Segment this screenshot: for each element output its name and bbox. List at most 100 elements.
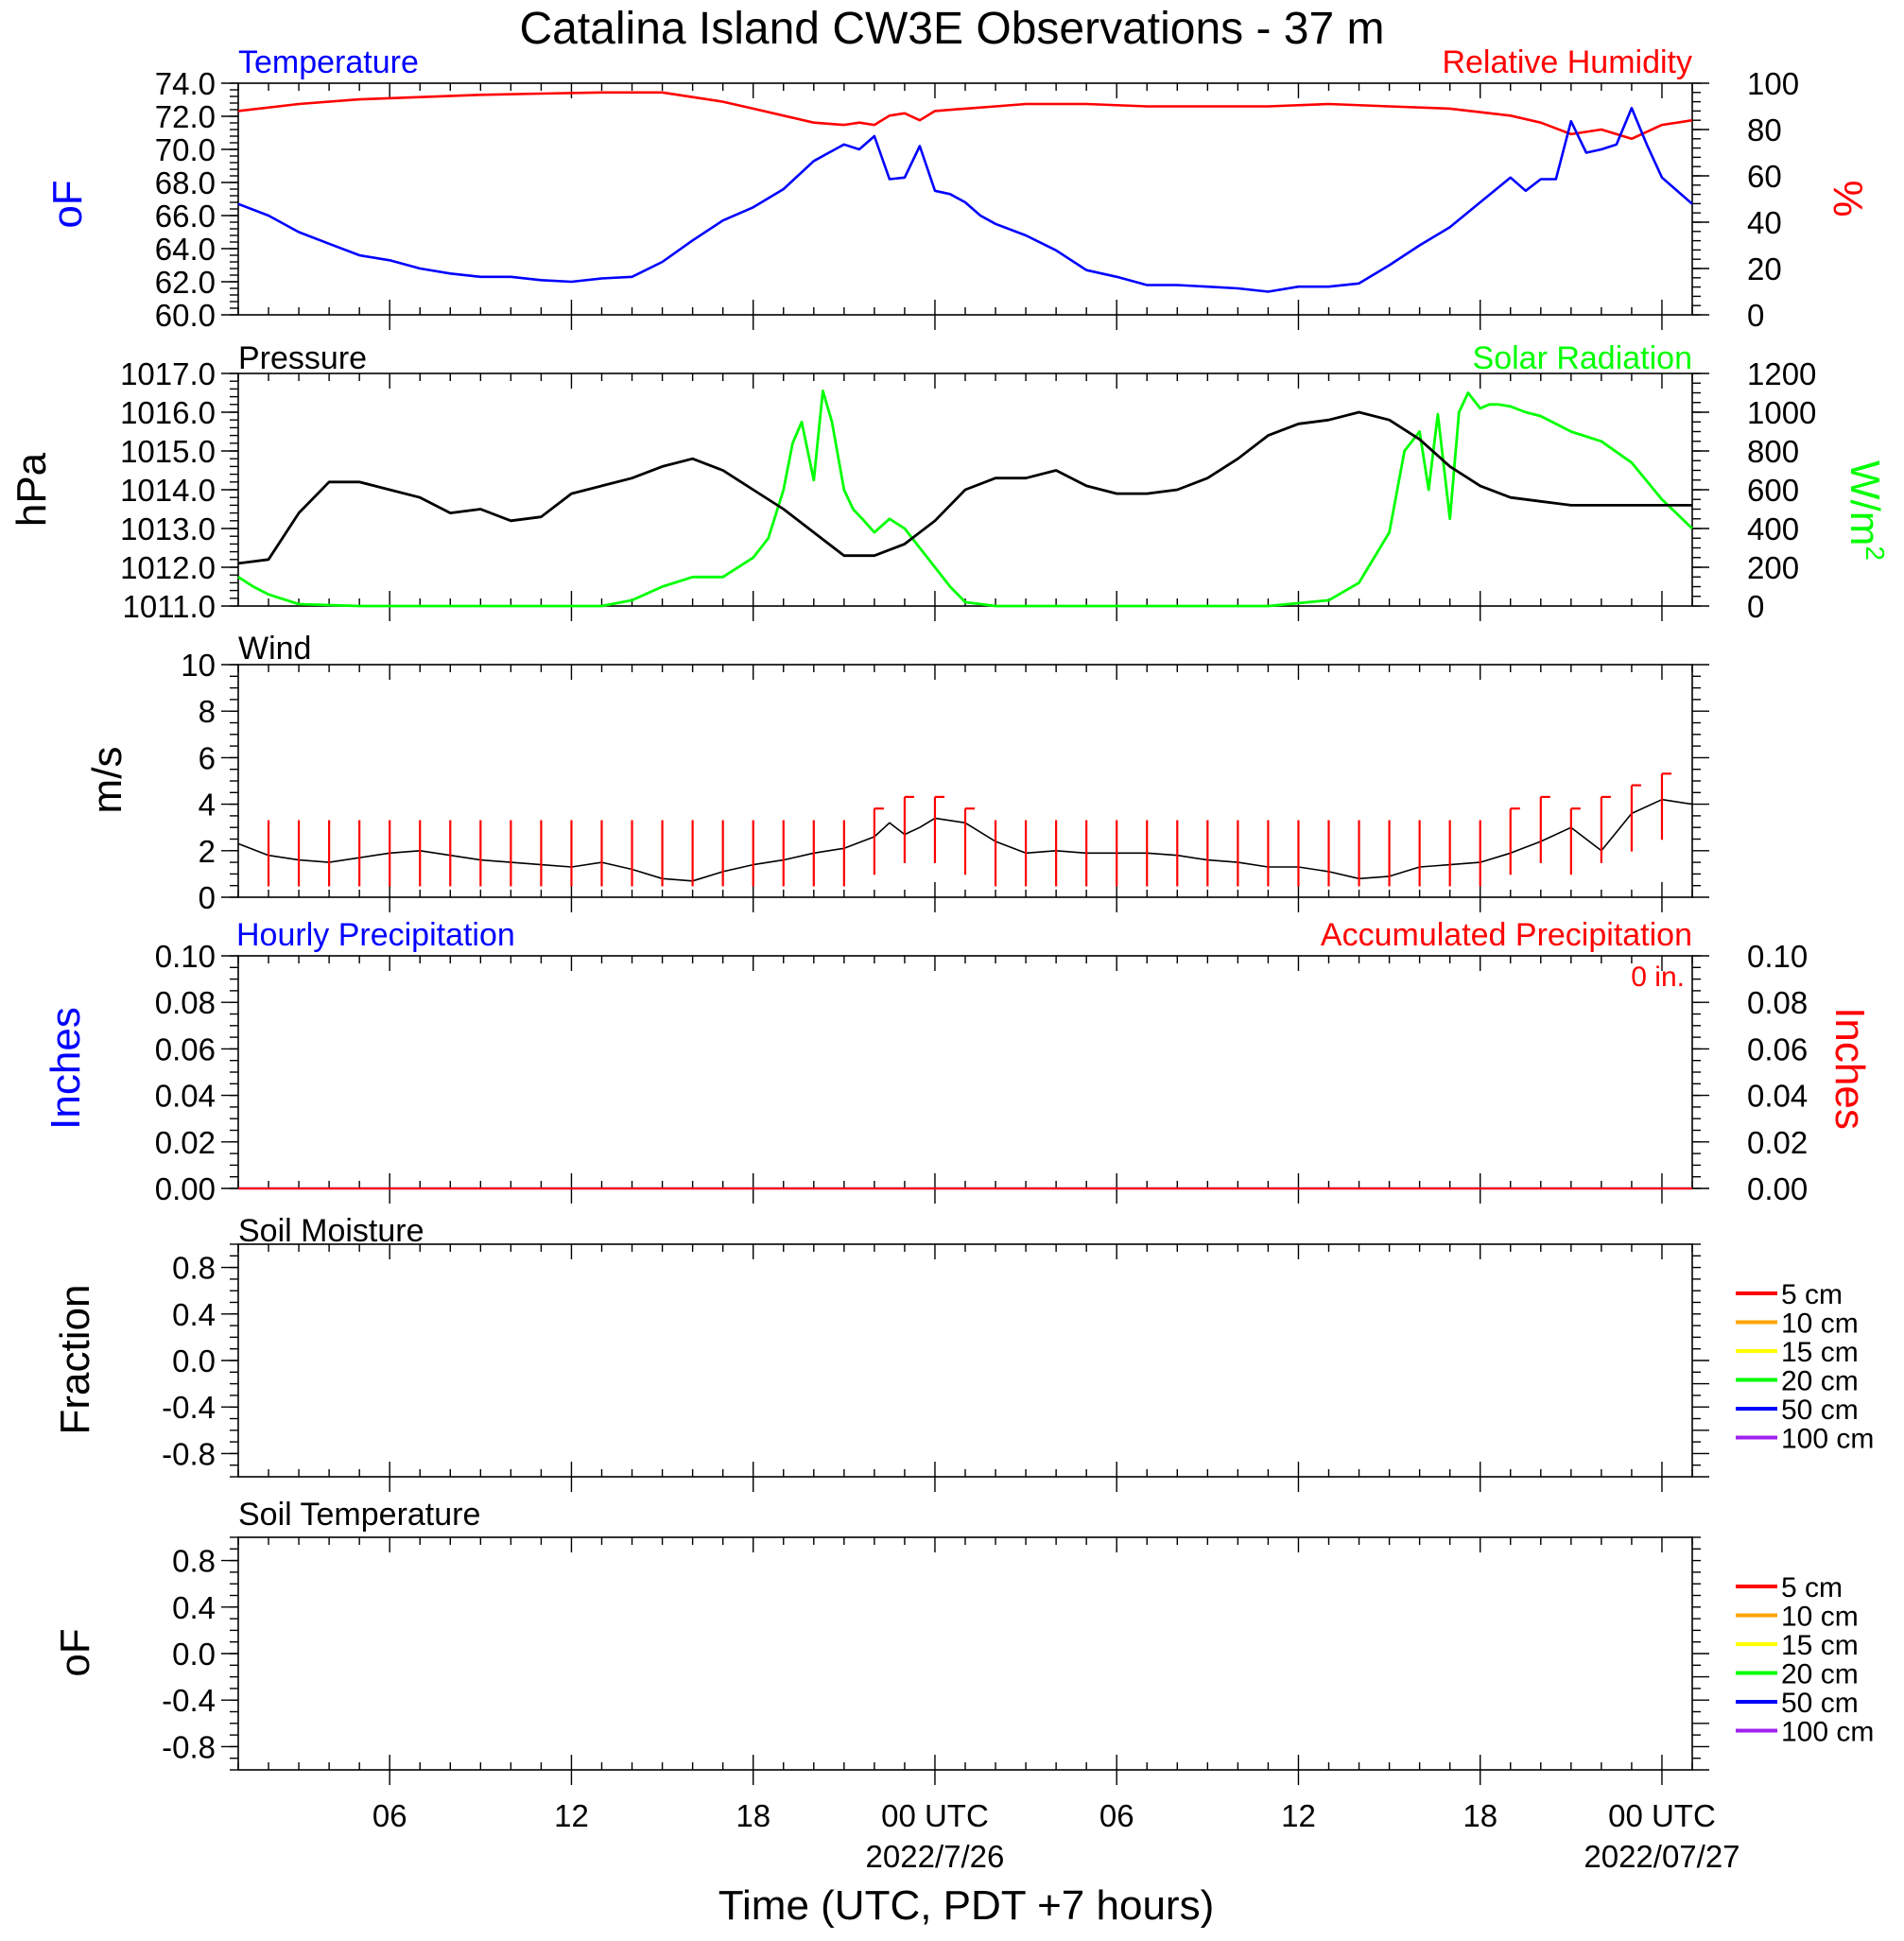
time-tick-label: 06 bbox=[1099, 1798, 1134, 1833]
soil-temp-ytick-label-left: 0.4 bbox=[172, 1590, 216, 1625]
temperature-ytick-label-left: 72.0 bbox=[155, 99, 216, 134]
soil-temp-legend-label: 100 cm bbox=[1781, 1717, 1874, 1748]
soil-moisture-ytick-label-left: -0.8 bbox=[162, 1436, 216, 1471]
solar-ytick-label-right: 0 bbox=[1747, 589, 1764, 624]
figure-title: Catalina Island CW3E Observations - 37 m bbox=[519, 4, 1384, 54]
temperature-ytick-label-left: 64.0 bbox=[155, 232, 216, 267]
accum-precip-ytick-label-right: 0.10 bbox=[1747, 939, 1808, 974]
hourly-precip-ytick-label-left: 0.10 bbox=[155, 939, 216, 974]
soil-moisture-ytick-label-left: 0.0 bbox=[172, 1343, 216, 1378]
wind-ytick-label-left: 4 bbox=[199, 788, 216, 823]
temperature-line bbox=[237, 107, 1693, 293]
hourly-precip-axis-label: Inches bbox=[43, 1007, 89, 1130]
time-axis: 06 12 18 00 UTC 06 12 18 00 UTC 2022/7/26 2022/07… bbox=[372, 1798, 1740, 1874]
soil-temp-legend-label: 20 cm bbox=[1781, 1659, 1859, 1690]
hourly-precip-ytick-label-left: 0.00 bbox=[155, 1171, 216, 1206]
humidity-ytick-label-right: 0 bbox=[1747, 298, 1764, 333]
wind-ytick-label-left: 6 bbox=[199, 740, 216, 775]
soil-temp-legend-label: 50 cm bbox=[1781, 1688, 1859, 1719]
accum-precip-ytick-label-right: 0.08 bbox=[1747, 985, 1808, 1020]
time-tick-label: 12 bbox=[1281, 1798, 1316, 1833]
time-tick-label: 00 UTC bbox=[881, 1798, 989, 1833]
solar-ytick-label-right: 600 bbox=[1747, 473, 1799, 508]
temperature-ytick-label-left: 74.0 bbox=[155, 66, 216, 101]
soil-temperature-panel: Soil Temperature oF -0.8 -0.4 0.0 0.4 0.8 5 c… bbox=[52, 1497, 1874, 1785]
soil-temp-ytick-label-left: -0.4 bbox=[162, 1683, 216, 1718]
date-label: 2022/7/26 bbox=[866, 1839, 1005, 1874]
precipitation-panel: Hourly Precipitation Accumulated Precipi… bbox=[43, 917, 1873, 1206]
soil-temp-title: Soil Temperature bbox=[238, 1497, 480, 1533]
temperature-ytick-label-left: 68.0 bbox=[155, 165, 216, 200]
wind-ytick-label-left: 0 bbox=[199, 880, 216, 915]
temperature-ytick-label-left: 70.0 bbox=[155, 132, 216, 167]
humidity-ytick-label-right: 40 bbox=[1747, 205, 1782, 240]
precip-frame bbox=[237, 955, 1693, 1189]
temperature-axis-label: oF bbox=[44, 180, 91, 228]
soil-temp-legend-label: 5 cm bbox=[1781, 1572, 1843, 1603]
accum-precip-total: 0 in. bbox=[1631, 962, 1685, 993]
temperature-frame bbox=[237, 82, 1693, 316]
date-label: 2022/07/27 bbox=[1584, 1839, 1740, 1874]
pressure-ytick-label-left: 1011.0 bbox=[123, 589, 216, 624]
pressure-ytick-label-left: 1014.0 bbox=[120, 473, 216, 508]
solar-ytick-label-right: 1200 bbox=[1747, 356, 1816, 391]
soil-moisture-title: Soil Moisture bbox=[238, 1213, 424, 1249]
wind-ytick-label-left: 10 bbox=[181, 648, 216, 683]
temperature-ytick-label-left: 62.0 bbox=[155, 265, 216, 300]
time-tick-label: 12 bbox=[554, 1798, 589, 1833]
humidity-line bbox=[237, 91, 1693, 141]
accum-precip-axis-label: Inches bbox=[1826, 1007, 1873, 1130]
hourly-precip-ytick-label-left: 0.04 bbox=[155, 1079, 216, 1114]
solar-ytick-label-right: 200 bbox=[1747, 550, 1799, 585]
pressure-line bbox=[237, 410, 1692, 565]
solar-ytick-label-right: 400 bbox=[1747, 511, 1799, 546]
temperature-title: Temperature bbox=[238, 44, 419, 80]
wind-ytick-label-left: 8 bbox=[199, 694, 216, 729]
temperature-ytick-label-left: 60.0 bbox=[155, 298, 216, 333]
humidity-title: Relative Humidity bbox=[1442, 44, 1692, 80]
solar-radiation-title: Solar Radiation bbox=[1473, 340, 1692, 376]
pressure-axis-label: hPa bbox=[9, 452, 55, 527]
pressure-ytick-label-left: 1015.0 bbox=[120, 434, 216, 469]
soil-moisture-legend-label: 10 cm bbox=[1781, 1308, 1859, 1340]
soil-temp-legend-label: 15 cm bbox=[1781, 1630, 1859, 1661]
hourly-precip-ytick-label-left: 0.02 bbox=[155, 1125, 216, 1160]
pressure-ytick-label-left: 1013.0 bbox=[120, 511, 216, 546]
solar-radiation-line bbox=[237, 389, 1693, 608]
wind-title: Wind bbox=[238, 631, 311, 667]
pressure-ytick-label-left: 1017.0 bbox=[120, 356, 216, 391]
temperature-ytick-label-left: 66.0 bbox=[155, 199, 216, 234]
hourly-precip-title: Hourly Precipitation bbox=[236, 917, 515, 953]
soil-temp-ytick-label-left: 0.0 bbox=[172, 1637, 216, 1672]
time-tick-label: 18 bbox=[736, 1798, 770, 1833]
solar-axis-unit-sup: 2 bbox=[1861, 546, 1890, 561]
humidity-ytick-label-right: 80 bbox=[1747, 113, 1782, 147]
pressure-ytick-label-left: 1012.0 bbox=[120, 550, 216, 585]
solar-ytick-label-right: 1000 bbox=[1747, 395, 1816, 430]
time-tick-label: 18 bbox=[1463, 1798, 1497, 1833]
solar-axis-label: W/m2 bbox=[1842, 460, 1890, 561]
wind-axis-label: m/s bbox=[84, 747, 130, 814]
soil-temp-ytick-label-left: -0.8 bbox=[162, 1729, 216, 1764]
accum-precip-title: Accumulated Precipitation bbox=[1321, 917, 1692, 953]
accum-precip-ytick-label-right: 0.02 bbox=[1747, 1125, 1808, 1160]
accum-precip-ytick-label-right: 0.00 bbox=[1747, 1171, 1808, 1206]
accum-precip-ytick-label-right: 0.04 bbox=[1747, 1079, 1808, 1114]
time-axis-title: Time (UTC, PDT +7 hours) bbox=[718, 1882, 1214, 1929]
humidity-ytick-label-right: 60 bbox=[1747, 159, 1782, 194]
wind-panel: Wind m/s 0 2 4 6 8 10 bbox=[84, 631, 1709, 915]
soil-temp-frame bbox=[237, 1536, 1693, 1771]
soil-moisture-ytick-label-left: -0.4 bbox=[162, 1390, 216, 1425]
solar-axis-unit: W/m bbox=[1842, 460, 1888, 546]
hourly-precip-ytick-label-left: 0.06 bbox=[155, 1031, 216, 1066]
hourly-precip-ytick-label-left: 0.08 bbox=[155, 985, 216, 1020]
soil-temp-axis-label: oF bbox=[52, 1628, 98, 1676]
pressure-title: Pressure bbox=[238, 340, 367, 376]
soil-moisture-legend-label: 15 cm bbox=[1781, 1337, 1859, 1368]
pressure-ytick-label-left: 1016.0 bbox=[120, 395, 216, 430]
solar-ytick-label-right: 800 bbox=[1747, 434, 1799, 469]
humidity-axis-label: % bbox=[1825, 180, 1871, 217]
wind-ytick-label-left: 2 bbox=[199, 834, 216, 869]
soil-moisture-legend-label: 5 cm bbox=[1781, 1279, 1843, 1310]
time-tick-label: 06 bbox=[372, 1798, 407, 1833]
